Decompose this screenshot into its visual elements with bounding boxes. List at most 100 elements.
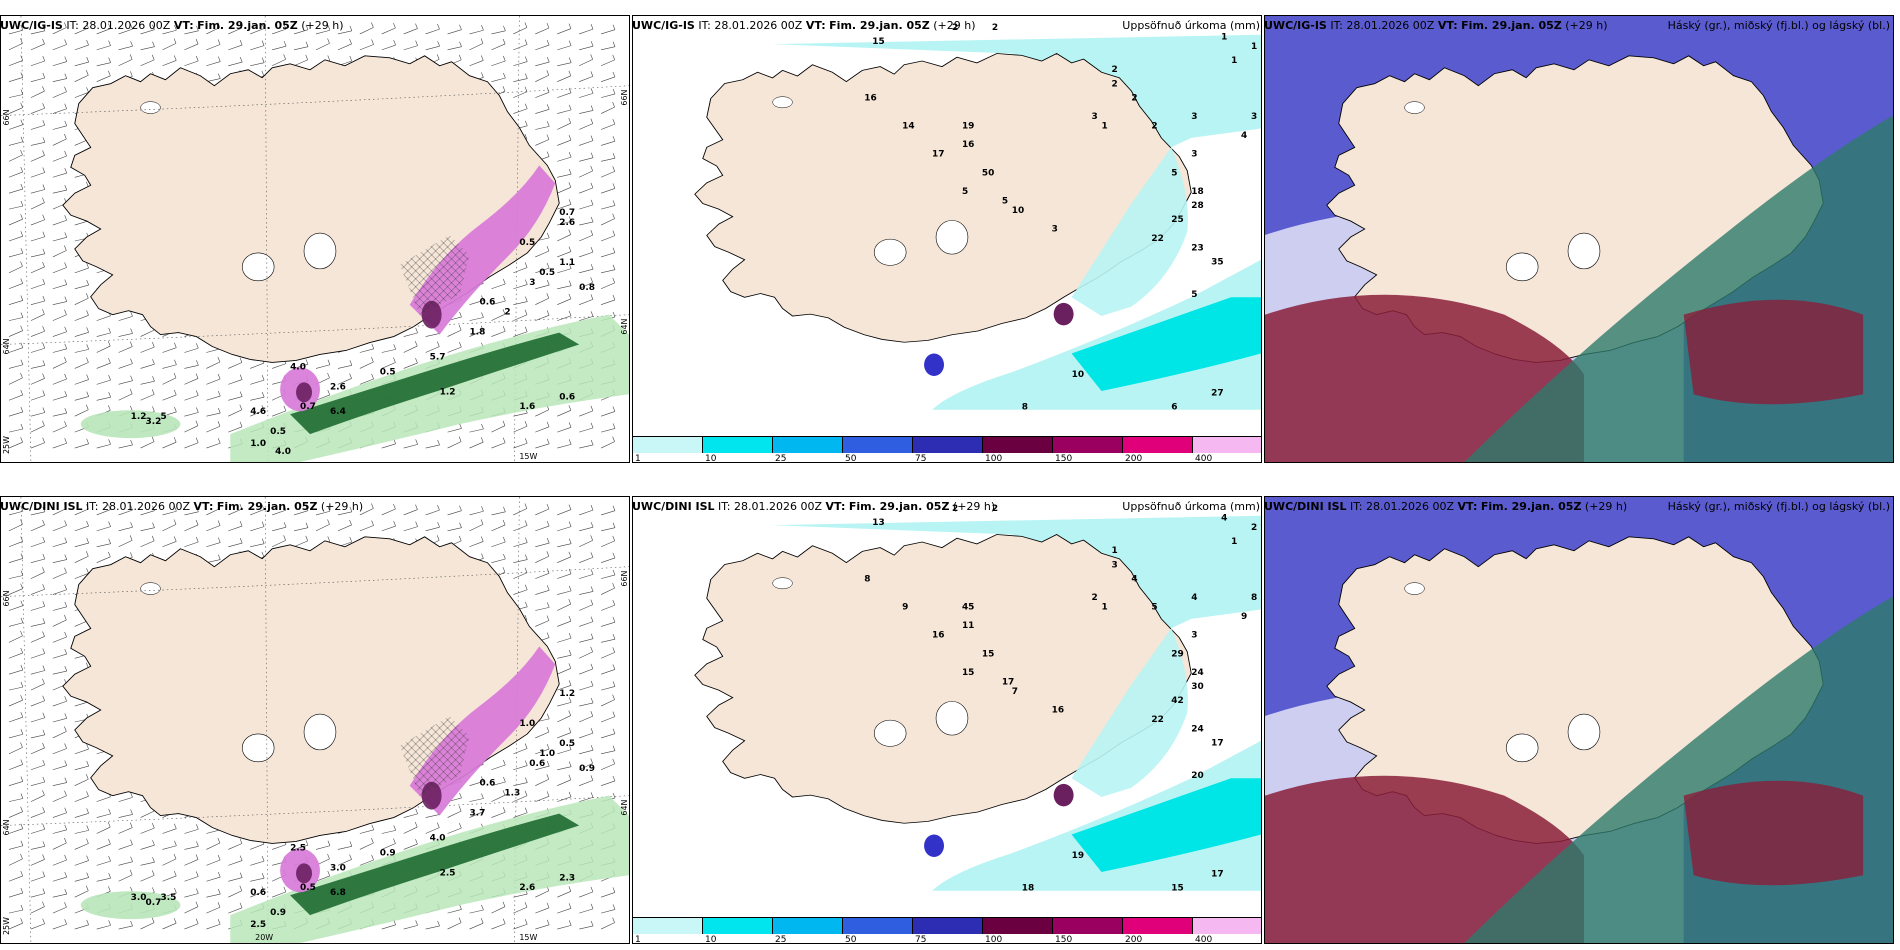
precip-value-label: 1.0 <box>539 749 555 759</box>
vt-value: Fim. 29.jan. 05Z <box>1461 19 1562 32</box>
precip-value-label: 4 <box>1221 514 1227 524</box>
precip-value-label: 22 <box>1151 715 1163 725</box>
precip-value-label: 16 <box>932 631 944 641</box>
axis-label: 25W <box>2 436 11 454</box>
precip-value-label: 3 <box>1191 112 1197 122</box>
precip-value-label: 1 <box>1102 603 1108 613</box>
precip-value-label: 1 <box>1111 546 1117 556</box>
precip-value-label: 2.6 <box>519 883 535 893</box>
it-value: 28.01.2026 00Z <box>102 500 191 513</box>
mid-cloud-layer <box>1683 780 1864 886</box>
precip-value-label: 5.7 <box>430 352 446 362</box>
map-canvas <box>1265 497 1893 943</box>
it-label: IT: <box>66 19 79 32</box>
precip-value-label: 2 <box>992 23 998 33</box>
panel-header: UWC/DINI ISL IT: 28.01.2026 00Z VT: Fim.… <box>632 500 1262 513</box>
glacier-patch <box>1567 232 1601 270</box>
colorbar-segment <box>773 918 843 934</box>
lead-time: (+29 h) <box>952 500 996 513</box>
precip-band-heavy <box>290 332 580 435</box>
precip-max-core <box>1053 302 1074 326</box>
axis-label: 66N <box>620 89 629 105</box>
precip-value-label: 1 <box>1251 42 1257 52</box>
precip-value-label: 22 <box>1151 234 1163 244</box>
it-value: 28.01.2026 00Z <box>82 19 171 32</box>
it-value: 28.01.2026 00Z <box>734 500 823 513</box>
precip-value-label: 5 <box>1002 197 1008 207</box>
precip-value-label: 20 <box>1191 771 1203 781</box>
precip-value-label: 6.4 <box>330 407 346 417</box>
precip-value-label: 3.2 <box>146 417 162 427</box>
precip-value-label: 4.0 <box>275 447 291 457</box>
precip-value-label: 1 <box>1221 33 1227 43</box>
it-label: IT: <box>86 500 99 513</box>
precip-value-label: 1.8 <box>470 328 486 338</box>
precip-value-label: 2 <box>1131 94 1137 104</box>
vt-value: Fim. 29.jan. 05Z <box>197 19 298 32</box>
precip-value-label: 15 <box>982 650 994 660</box>
colorbar-segment <box>913 918 983 934</box>
precip-max-core <box>924 834 945 857</box>
precip-value-label: 18 <box>1191 187 1203 197</box>
precip-value-label: 27 <box>1211 389 1223 399</box>
precip-value-label: 30 <box>1191 682 1203 692</box>
precip-value-label: 7 <box>1012 687 1018 697</box>
colorbar-tick-label: 1 <box>635 935 641 944</box>
precip-value-label: 5 <box>962 187 968 197</box>
cloud-panel-bottom <box>1264 496 1894 944</box>
precip-value-label: 10 <box>1012 206 1024 216</box>
precip-value-label: 2 <box>952 23 958 33</box>
precip-value-label: 9 <box>902 603 908 613</box>
model-name: UWC/DINI ISL <box>1264 500 1347 513</box>
precip-value-label: 0.6 <box>479 779 495 789</box>
axis-label: 64N <box>620 318 629 334</box>
precip-value-label: 6.8 <box>330 888 346 898</box>
glacier-patch <box>1567 713 1601 751</box>
axis-label: 64N <box>620 799 629 815</box>
precip-value-label: 4.0 <box>430 833 446 843</box>
precip-value-label: 5 <box>160 412 166 422</box>
precip-value-label: 0.5 <box>519 238 535 248</box>
precip-value-label: 2.5 <box>250 920 266 930</box>
precip-value-label: 3 <box>1251 112 1257 122</box>
colorbar-tick-label: 100 <box>985 454 1003 463</box>
glacier-patch <box>772 96 793 109</box>
colorbar-tick-label: 50 <box>845 454 857 463</box>
precip-value-label: 3 <box>1191 150 1197 160</box>
precip-value-label: 15 <box>872 37 884 47</box>
lead-time: (+29 h) <box>301 19 344 32</box>
colorbar-tick-label: 1 <box>635 454 641 463</box>
precip-value-label: 50 <box>982 169 994 179</box>
colorbar-tick-label: 75 <box>915 454 927 463</box>
colorbar-segment <box>983 918 1053 934</box>
axis-label: 25W <box>2 917 11 935</box>
precip-value-label: 4.6 <box>250 407 266 417</box>
precip-value-label: 2.6 <box>330 382 346 392</box>
precip-value-label: 0.6 <box>559 392 575 402</box>
glacier-patch <box>140 582 161 595</box>
model-name: UWC/DINI ISL <box>0 500 83 513</box>
graticule-line <box>1 314 629 345</box>
precip-value-label: 0.5 <box>380 367 396 377</box>
vt-value: Fim. 29.jan. 05Z <box>216 500 318 513</box>
precip-value-label: 2.6 <box>559 218 575 228</box>
glacier-patch <box>1505 252 1539 282</box>
lead-time: (+29 h) <box>320 500 364 513</box>
precip-value-label: 5 <box>1191 290 1197 300</box>
precip-value-label: 5 <box>1171 169 1177 179</box>
precip-value-label: 0.6 <box>250 888 266 898</box>
panel-header: UWC/DINI ISL IT: 28.01.2026 00Z VT: Fim.… <box>1264 500 1894 513</box>
colorbar-segment <box>703 918 773 934</box>
axis-label: 64N <box>2 819 11 835</box>
colorbar-segment <box>843 918 913 934</box>
it-value: 28.01.2026 00Z <box>1366 500 1455 513</box>
glacier-patch <box>303 232 337 270</box>
precip-value-label: 24 <box>1191 668 1203 678</box>
precip-value-label: 42 <box>1171 696 1183 706</box>
colorbar-tick-label: 50 <box>845 935 857 944</box>
panel-title: Uppsöfnuð úrkoma (mm) <box>1122 19 1260 32</box>
it-label: IT: <box>718 500 731 513</box>
glacier-patch <box>241 252 275 282</box>
precip-value-label: 13 <box>872 518 884 528</box>
precip-value-label: 1.2 <box>559 689 575 699</box>
